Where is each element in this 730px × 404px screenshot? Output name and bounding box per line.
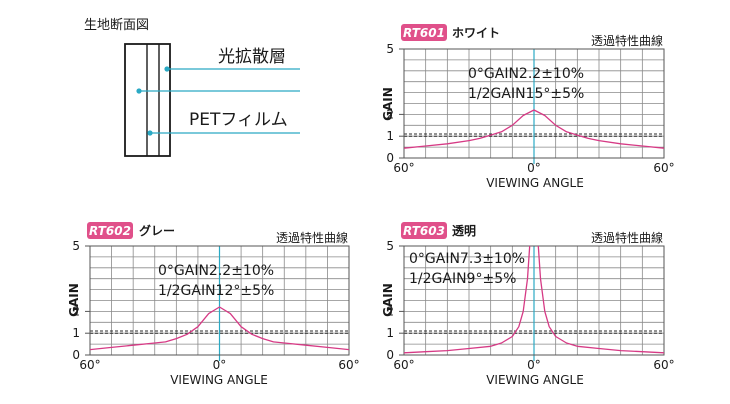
plot-area: 0 1 2 5 60° 0° 60° bbox=[386, 239, 674, 372]
product-name: グレー bbox=[139, 223, 175, 238]
y-tick-label: 5 bbox=[386, 239, 394, 253]
product-badge bbox=[87, 222, 133, 239]
x-tick-label: 60° bbox=[338, 358, 359, 372]
cross-section-title: 生地断面図 bbox=[84, 18, 149, 33]
y-tick-label: 0 bbox=[386, 151, 394, 165]
layer-label-pet: PETフィルム bbox=[189, 110, 288, 130]
x-axis-label: VIEWING ANGLE bbox=[486, 373, 584, 387]
x-tick-label: 60° bbox=[393, 161, 414, 175]
annotation-peak-gain: 0°GAIN2.2±10% bbox=[158, 263, 274, 279]
plot-frame bbox=[403, 48, 665, 159]
annotation-peak-gain: 0°GAIN7.3±10% bbox=[409, 251, 525, 267]
y-axis-label: GAIN bbox=[381, 87, 395, 121]
product-code: RT603 bbox=[403, 224, 445, 238]
gain-curve bbox=[90, 306, 349, 351]
product-badge bbox=[401, 24, 447, 41]
y-tick-label: 1 bbox=[72, 326, 80, 340]
plot-area: 0 1 2 5 60° 0° 60° bbox=[386, 42, 674, 175]
x-tick-label: 0° bbox=[527, 161, 541, 175]
y-tick-label: 2 bbox=[386, 304, 394, 318]
y-tick-label: 5 bbox=[386, 42, 394, 56]
leader-dot bbox=[136, 88, 142, 94]
y-axis-label: GAIN bbox=[381, 283, 395, 317]
leader-dot bbox=[164, 66, 170, 72]
product-name: ホワイト bbox=[452, 26, 500, 40]
plot-area: 0 1 2 5 60° 0° 60° bbox=[72, 239, 359, 372]
x-axis-label: VIEWING ANGLE bbox=[170, 373, 268, 387]
chart-rt601: RT601 ホワイト 透過特性曲線 0 1 2 5 60° 0° 60° 0°GAIN2.2… bbox=[381, 24, 675, 190]
product-badge bbox=[401, 222, 447, 239]
cross-section-diagram: 生地断面図 光拡散層 PETフィルム bbox=[84, 18, 300, 157]
y-tick-label: 2 bbox=[386, 107, 394, 121]
layer-label-diffusion: 光拡散層 bbox=[218, 47, 286, 67]
curve-title: 透過特性曲線 bbox=[591, 33, 663, 48]
curve-title: 透過特性曲線 bbox=[276, 230, 348, 245]
x-tick-label: 0° bbox=[213, 358, 227, 372]
y-axis-label: GAIN bbox=[67, 283, 81, 317]
x-tick-label: 60° bbox=[393, 358, 414, 372]
y-tick-label: 5 bbox=[72, 239, 80, 253]
product-code: RT602 bbox=[89, 224, 131, 238]
annotation-half-gain: 1/2GAIN12°±5% bbox=[158, 283, 274, 299]
chart-rt603: RT603 透明 透過特性曲線 0 1 2 5 60° 0° 60° 0°GAIN7.3±1… bbox=[381, 222, 675, 387]
leader-dot bbox=[147, 130, 153, 136]
plot-frame bbox=[89, 245, 350, 356]
gain-curve bbox=[404, 109, 664, 149]
y-tick-label: 0 bbox=[72, 348, 80, 362]
plot-frame bbox=[403, 245, 665, 356]
y-tick-label: 1 bbox=[386, 129, 394, 143]
x-tick-label: 60° bbox=[653, 358, 674, 372]
product-name: 透明 bbox=[452, 224, 476, 238]
annotation-half-gain: 1/2GAIN9°±5% bbox=[409, 271, 516, 287]
y-tick-label: 2 bbox=[72, 304, 80, 318]
x-tick-label: 60° bbox=[79, 358, 100, 372]
curve-title: 透過特性曲線 bbox=[591, 230, 663, 245]
x-tick-label: 60° bbox=[653, 161, 674, 175]
annotation-peak-gain: 0°GAIN2.2±10% bbox=[468, 66, 584, 82]
x-tick-label: 0° bbox=[527, 358, 541, 372]
y-tick-label: 0 bbox=[386, 348, 394, 362]
x-axis-label: VIEWING ANGLE bbox=[486, 176, 584, 190]
annotation-half-gain: 1/2GAIN15°±5% bbox=[468, 86, 584, 102]
product-code: RT601 bbox=[403, 26, 445, 40]
y-tick-label: 1 bbox=[386, 326, 394, 340]
chart-rt602: RT602 グレー 透過特性曲線 0 1 2 5 60° 0° 60° 0°GAIN2.2±… bbox=[67, 222, 360, 387]
gain-curve bbox=[404, 246, 664, 354]
